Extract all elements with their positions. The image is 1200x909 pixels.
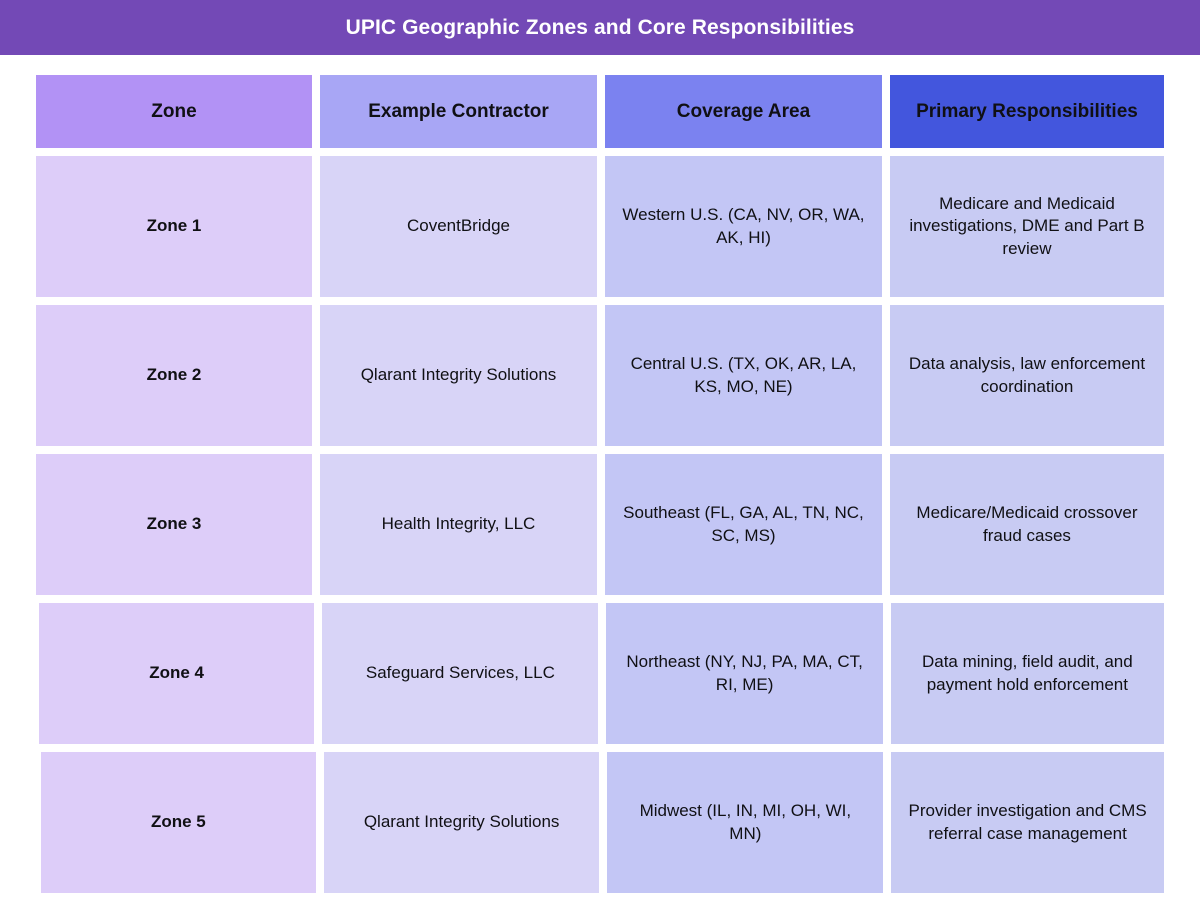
cell-responsibilities: Medicare/Medicaid crossover fraud cases (889, 454, 1164, 595)
cell-zone: Zone 1 (36, 156, 312, 297)
cell-coverage: Midwest (IL, IN, MI, OH, WI, MN) (607, 752, 884, 893)
cell-responsibilities: Provider investigation and CMS referral … (891, 752, 1164, 893)
column-header-coverage-area: Coverage Area (604, 75, 882, 148)
cell-contractor: Health Integrity, LLC (320, 454, 597, 595)
cell-contractor: Qlarant Integrity Solutions (323, 752, 600, 893)
cell-coverage: Northeast (NY, NJ, PA, MA, CT, RI, ME) (606, 603, 883, 744)
cell-coverage: Central U.S. (TX, OK, AR, LA, KS, MO, NE… (604, 305, 882, 446)
cell-zone: Zone 4 (39, 603, 315, 744)
table-row: Zone 4 Safeguard Services, LLC Northeast… (39, 603, 1164, 744)
page-title: UPIC Geographic Zones and Core Responsib… (345, 15, 855, 39)
cell-responsibilities: Medicare and Medicaid investigations, DM… (889, 156, 1164, 297)
cell-responsibilities: Data mining, field audit, and payment ho… (890, 603, 1164, 744)
cell-zone: Zone 3 (36, 454, 312, 595)
zones-table: Zone Example Contractor Coverage Area Pr… (36, 75, 1164, 901)
cell-coverage: Southeast (FL, GA, AL, TN, NC, SC, MS) (604, 454, 882, 595)
column-header-example-contractor: Example Contractor (320, 75, 597, 148)
table-row: Zone 1 CoventBridge Western U.S. (CA, NV… (36, 156, 1164, 297)
cell-coverage: Western U.S. (CA, NV, OR, WA, AK, HI) (604, 156, 882, 297)
column-header-zone: Zone (36, 75, 312, 148)
page-title-bar: UPIC Geographic Zones and Core Responsib… (0, 0, 1200, 55)
cell-contractor: Safeguard Services, LLC (322, 603, 599, 744)
cell-zone: Zone 2 (36, 305, 312, 446)
cell-responsibilities: Data analysis, law enforcement coordinat… (889, 305, 1164, 446)
cell-zone: Zone 5 (41, 752, 316, 893)
cell-contractor: CoventBridge (320, 156, 597, 297)
table-row: Zone 5 Qlarant Integrity Solutions Midwe… (41, 752, 1164, 893)
cell-contractor: Qlarant Integrity Solutions (320, 305, 597, 446)
table-row: Zone 3 Health Integrity, LLC Southeast (… (36, 454, 1164, 595)
column-header-primary-responsibilities: Primary Responsibilities (889, 75, 1164, 148)
table-header-row: Zone Example Contractor Coverage Area Pr… (36, 75, 1164, 148)
table-row: Zone 2 Qlarant Integrity Solutions Centr… (36, 305, 1164, 446)
